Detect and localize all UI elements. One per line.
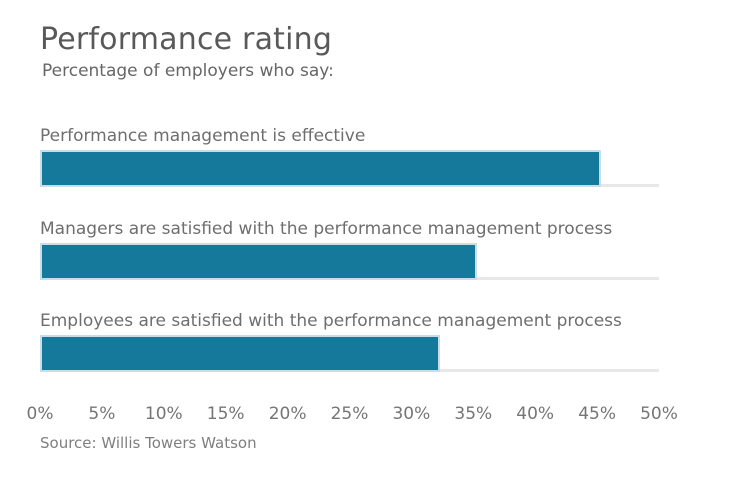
x-axis-tick: 25%: [330, 404, 369, 424]
bar: [40, 243, 478, 280]
x-axis-tick: 5%: [88, 404, 116, 424]
x-axis: 0% 5% 10% 15% 20% 25% 30% 35% 40% 45% 50…: [27, 404, 678, 426]
x-axis-tick: 35%: [454, 404, 493, 424]
x-axis-tick: 40%: [516, 404, 555, 424]
bar: [40, 335, 441, 372]
x-axis-tick: 10%: [144, 404, 183, 424]
x-axis-tick: 30%: [392, 404, 431, 424]
bar-label: Performance management is effective: [40, 126, 366, 146]
bar-label: Managers are satisfied with the performa…: [40, 219, 613, 239]
bar: [40, 150, 602, 187]
bar-row: Managers are satisfied with the performa…: [40, 219, 659, 291]
x-axis-tick: 0%: [26, 404, 54, 424]
bar-row: Performance management is effective: [40, 126, 659, 198]
bar-row: Employees are satisfied with the perform…: [40, 311, 659, 383]
bar-label: Employees are satisfied with the perform…: [40, 311, 622, 331]
x-axis-tick: 15%: [206, 404, 245, 424]
x-axis-tick: 20%: [268, 404, 307, 424]
x-axis-tick: 50%: [640, 404, 678, 424]
chart-title: Performance rating: [40, 22, 333, 57]
chart-subtitle: Percentage of employers who say:: [42, 61, 334, 81]
x-axis-tick: 45%: [578, 404, 616, 424]
source-note: Source: Willis Towers Watson: [40, 434, 257, 452]
